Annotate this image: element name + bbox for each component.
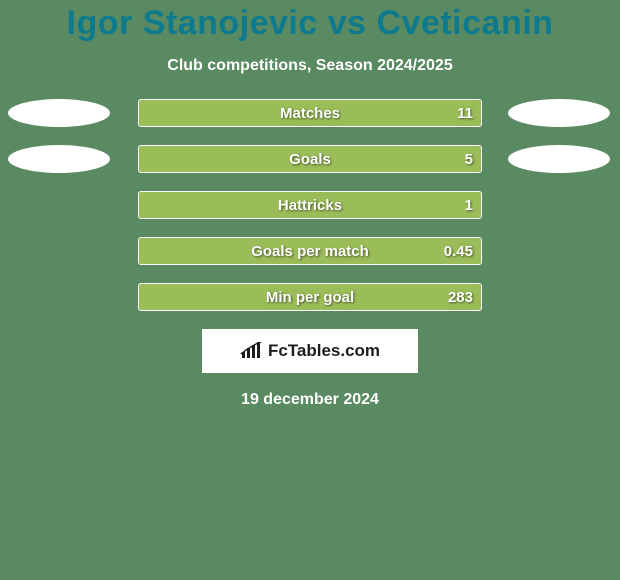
stat-row: Goals 5 [0,145,620,173]
stat-bar-fill [139,238,481,264]
source-logo-text: FcTables.com [268,341,380,361]
snapshot-date: 19 december 2024 [0,391,620,409]
stat-bar-fill [139,192,481,218]
stat-row: Goals per match 0.45 [0,237,620,265]
player-right-marker [508,99,610,127]
stat-row: Hattricks 1 [0,191,620,219]
source-logo: FcTables.com [202,329,418,373]
player-right-marker [508,145,610,173]
stat-bar: Hattricks 1 [138,191,482,219]
stat-bar: Goals per match 0.45 [138,237,482,265]
stat-row: Matches 11 [0,99,620,127]
page-title: Igor Stanojevic vs Cveticanin [0,4,620,43]
stat-bar-fill [139,284,481,310]
stat-bar: Matches 11 [138,99,482,127]
stat-bar: Goals 5 [138,145,482,173]
stat-bar-fill [139,146,481,172]
stats-rows: Matches 11 Goals 5 Hattricks 1 [0,99,620,311]
player-left-marker [8,145,110,173]
comparison-card: Igor Stanojevic vs Cveticanin Club compe… [0,0,620,580]
bar-chart-icon [240,342,262,360]
stat-row: Min per goal 283 [0,283,620,311]
subtitle: Club competitions, Season 2024/2025 [0,57,620,75]
player-left-marker [8,99,110,127]
stat-bar-fill [139,100,481,126]
stat-bar: Min per goal 283 [138,283,482,311]
